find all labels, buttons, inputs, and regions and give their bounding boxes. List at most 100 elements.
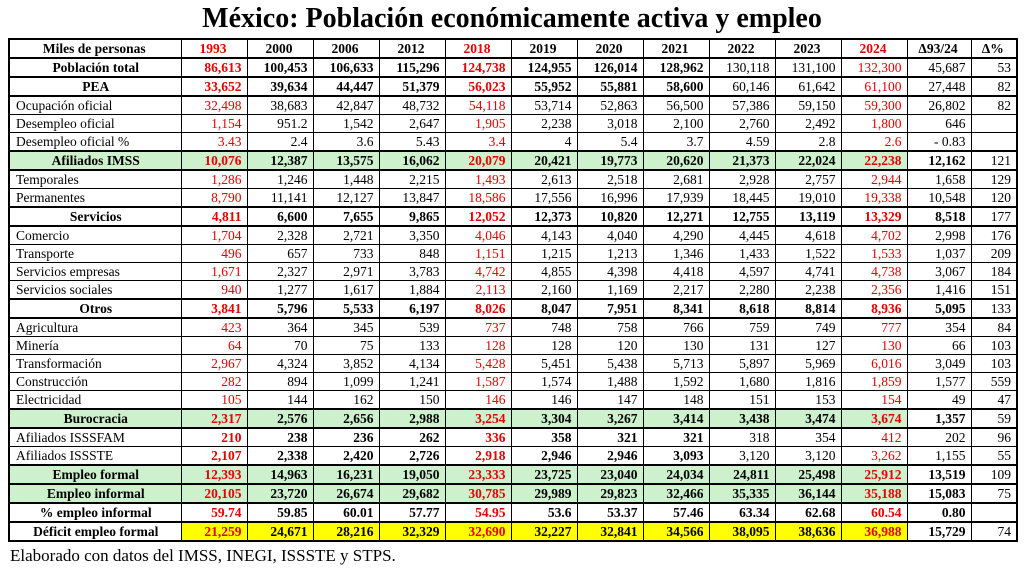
cell: 2,113 [444, 280, 512, 300]
cell: 22,024 [774, 150, 842, 171]
cell: 5,969 [774, 354, 842, 373]
cell: 130 [840, 336, 908, 355]
row-label: Desempleo oficial % [8, 132, 182, 152]
cell: 1,346 [642, 244, 710, 263]
cell: 1,859 [840, 372, 908, 391]
cell: 29,823 [576, 483, 644, 504]
cell: 6,016 [840, 354, 908, 373]
cell: 3,067 [906, 262, 972, 281]
row-label: Transporte [8, 244, 182, 263]
cell: 128 [510, 336, 578, 355]
cell: 53.37 [576, 502, 644, 523]
cell: 66 [906, 336, 972, 355]
cell: 184 [970, 262, 1018, 281]
cell: 131,100 [774, 57, 842, 78]
cell: 16,996 [576, 188, 644, 208]
cell: 8,936 [840, 298, 908, 319]
cell: 3.6 [312, 132, 380, 152]
column-header: Δ% [970, 38, 1018, 59]
cell: 35,188 [840, 483, 908, 504]
cell: 130 [642, 336, 710, 355]
cell: 2.4 [246, 132, 314, 152]
cell: 1,416 [906, 280, 972, 300]
cell: 57,386 [708, 95, 776, 115]
cell: 3,414 [642, 408, 710, 429]
cell: 2,160 [510, 280, 578, 300]
cell: 4,040 [576, 225, 644, 245]
cell: 13,119 [774, 206, 842, 227]
cell: 9,865 [378, 206, 446, 227]
cell: 1,533 [840, 244, 908, 263]
cell: 153 [774, 390, 842, 410]
cell: 1,037 [906, 244, 972, 263]
cell: 4,046 [444, 225, 512, 245]
cell: 364 [246, 317, 314, 337]
cell: 894 [246, 372, 314, 391]
cell: 3.43 [180, 132, 248, 152]
cell: 29,682 [378, 483, 446, 504]
cell: 2,946 [576, 446, 644, 466]
cell: 96 [970, 427, 1018, 447]
cell: 4,134 [378, 354, 446, 373]
cell: 318 [708, 427, 776, 447]
cell: 748 [510, 317, 578, 337]
cell: 1,680 [708, 372, 776, 391]
cell: 1,884 [378, 280, 446, 300]
cell: 1,433 [708, 244, 776, 263]
cell: 62.68 [774, 502, 842, 523]
cell: 1,522 [774, 244, 842, 263]
cell: 4,143 [510, 225, 578, 245]
cell: 758 [576, 317, 644, 337]
cell: 154 [840, 390, 908, 410]
row-label: Servicios [8, 206, 182, 227]
table-body: Población total 86,613 100,453 106,633 115,2… [8, 57, 1018, 542]
cell: 2,998 [906, 225, 972, 245]
cell: 103 [970, 336, 1018, 355]
cell: 646 [906, 114, 972, 133]
cell: 12,271 [642, 206, 710, 227]
cell: 1,357 [906, 408, 972, 429]
cell: 8,518 [906, 206, 972, 227]
cell: 13,575 [312, 150, 380, 171]
cell: 19,010 [774, 188, 842, 208]
cell: 2,988 [378, 408, 446, 429]
table-row: Servicios 4,811 6,600 7,655 9,865 12,052 12,37… [8, 206, 1018, 227]
cell: 38,095 [708, 521, 776, 542]
cell: 128 [444, 336, 512, 355]
cell: 345 [312, 317, 380, 337]
row-label: Permanentes [8, 188, 182, 208]
cell: 151 [708, 390, 776, 410]
cell: 2,647 [378, 114, 446, 133]
cell: 951.2 [246, 114, 314, 133]
table-row: PEA 33,652 39,634 44,447 51,379 56,023 55,952 5… [8, 76, 1018, 97]
cell: 0.80 [906, 502, 972, 523]
cell: 59,300 [840, 95, 908, 115]
cell: 12,755 [708, 206, 776, 227]
cell: 54.95 [444, 502, 512, 523]
cell: 49 [906, 390, 972, 410]
cell: 59.74 [180, 502, 248, 523]
cell: 15,083 [906, 483, 972, 504]
cell: 100,453 [246, 57, 314, 78]
cell: 54,118 [444, 95, 512, 115]
table-row: Minería 64 70 75 133 128 128 120 130 131 127 130 66 1… [8, 336, 1018, 355]
cell: 13,329 [840, 206, 908, 227]
table-row: Permanentes 8,790 11,141 12,127 13,847 18,586… [8, 188, 1018, 208]
cell: 150 [378, 390, 446, 410]
cell: 210 [180, 427, 248, 447]
cell: 2,238 [774, 280, 842, 300]
cell: 4,741 [774, 262, 842, 281]
cell: 23,040 [576, 464, 644, 485]
cell: 354 [906, 317, 972, 337]
cell: 162 [312, 390, 380, 410]
cell: 5,428 [444, 354, 512, 373]
cell: 2,328 [246, 225, 314, 245]
table-row: % empleo informal 59.74 59.85 60.01 57.77 54.… [8, 502, 1018, 523]
cell: 4,597 [708, 262, 776, 281]
cell: 124,955 [510, 57, 578, 78]
cell: 1,592 [642, 372, 710, 391]
row-label: Empleo informal [8, 483, 182, 504]
cell: 146 [510, 390, 578, 410]
cell: 1,577 [906, 372, 972, 391]
cell: 25,912 [840, 464, 908, 485]
